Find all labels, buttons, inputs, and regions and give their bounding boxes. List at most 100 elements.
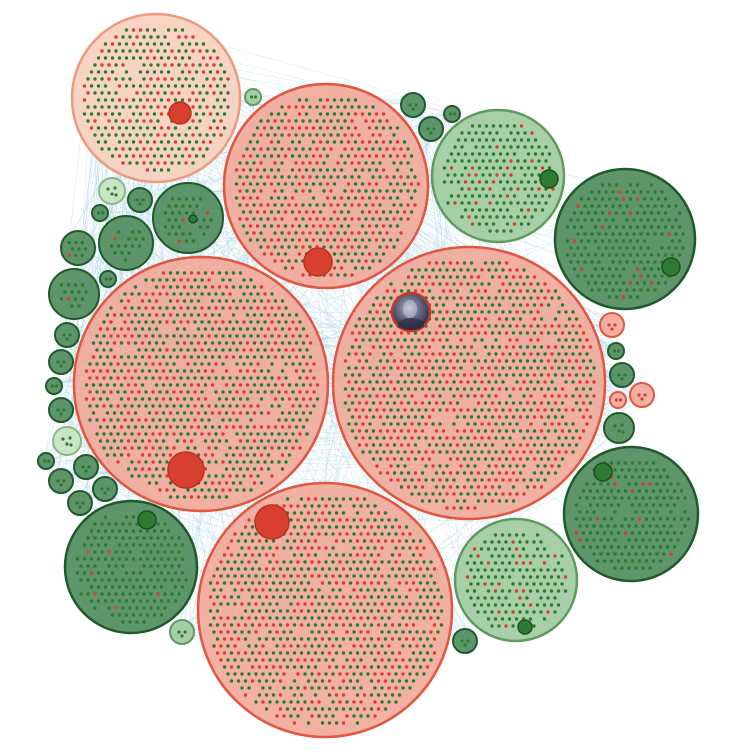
node[interactable] bbox=[208, 84, 213, 88]
node[interactable] bbox=[138, 42, 143, 46]
node[interactable] bbox=[571, 394, 575, 398]
node[interactable] bbox=[280, 439, 285, 443]
node[interactable] bbox=[226, 560, 230, 564]
node[interactable] bbox=[287, 119, 291, 123]
node[interactable] bbox=[491, 166, 496, 170]
node[interactable] bbox=[392, 429, 397, 433]
node[interactable] bbox=[495, 159, 499, 163]
node[interactable] bbox=[158, 278, 162, 282]
node[interactable] bbox=[142, 63, 146, 67]
node[interactable] bbox=[228, 292, 232, 296]
node[interactable] bbox=[362, 581, 367, 585]
node[interactable] bbox=[473, 464, 477, 468]
node[interactable] bbox=[420, 401, 425, 405]
node[interactable] bbox=[205, 133, 209, 137]
node[interactable] bbox=[114, 35, 118, 39]
node[interactable] bbox=[207, 404, 211, 408]
node[interactable] bbox=[389, 380, 393, 384]
node[interactable] bbox=[470, 152, 475, 156]
node[interactable] bbox=[448, 373, 453, 377]
node[interactable] bbox=[252, 313, 257, 317]
node[interactable] bbox=[553, 554, 557, 558]
node[interactable] bbox=[646, 232, 650, 236]
node[interactable] bbox=[175, 285, 180, 289]
node[interactable] bbox=[257, 651, 262, 655]
node[interactable] bbox=[208, 609, 213, 613]
node[interactable] bbox=[387, 532, 391, 536]
node[interactable] bbox=[518, 373, 523, 377]
node[interactable] bbox=[641, 538, 645, 542]
node[interactable] bbox=[525, 359, 530, 363]
node[interactable] bbox=[334, 609, 339, 613]
node[interactable] bbox=[179, 306, 183, 310]
node[interactable] bbox=[334, 707, 339, 711]
node[interactable] bbox=[424, 282, 428, 286]
node[interactable] bbox=[390, 567, 395, 571]
node[interactable] bbox=[102, 390, 106, 394]
node[interactable] bbox=[592, 394, 596, 398]
node[interactable] bbox=[424, 436, 428, 440]
node[interactable] bbox=[360, 224, 365, 228]
node[interactable] bbox=[399, 359, 404, 363]
node[interactable] bbox=[585, 510, 589, 514]
node[interactable] bbox=[245, 299, 250, 303]
node[interactable] bbox=[557, 338, 561, 342]
node[interactable] bbox=[642, 253, 647, 257]
node[interactable] bbox=[276, 182, 281, 186]
node[interactable] bbox=[634, 510, 638, 514]
node[interactable] bbox=[151, 404, 155, 408]
node[interactable] bbox=[532, 359, 537, 363]
node[interactable] bbox=[107, 49, 111, 53]
node[interactable] bbox=[672, 503, 677, 507]
node[interactable] bbox=[459, 352, 463, 356]
node[interactable] bbox=[508, 422, 512, 426]
node[interactable] bbox=[388, 196, 393, 200]
node[interactable] bbox=[324, 644, 328, 648]
node[interactable] bbox=[505, 166, 510, 170]
node[interactable] bbox=[581, 415, 586, 419]
node[interactable] bbox=[215, 98, 220, 102]
node[interactable] bbox=[297, 224, 302, 228]
node[interactable] bbox=[576, 218, 580, 222]
node[interactable] bbox=[317, 672, 321, 676]
node[interactable] bbox=[420, 457, 425, 461]
node[interactable] bbox=[606, 552, 610, 556]
node[interactable] bbox=[236, 665, 241, 669]
node[interactable] bbox=[317, 644, 321, 648]
node[interactable] bbox=[332, 224, 337, 228]
node[interactable] bbox=[649, 211, 654, 215]
node[interactable] bbox=[383, 525, 388, 529]
node[interactable] bbox=[380, 700, 384, 704]
node[interactable] bbox=[462, 499, 467, 503]
node[interactable] bbox=[196, 495, 201, 499]
node[interactable] bbox=[389, 394, 393, 398]
node[interactable] bbox=[292, 525, 297, 529]
node[interactable] bbox=[303, 616, 307, 620]
node[interactable] bbox=[354, 436, 358, 440]
node[interactable] bbox=[196, 341, 201, 345]
node[interactable] bbox=[627, 538, 631, 542]
node[interactable] bbox=[238, 411, 243, 415]
node[interactable] bbox=[273, 189, 277, 193]
node[interactable] bbox=[448, 485, 453, 489]
node[interactable] bbox=[406, 217, 410, 221]
node[interactable] bbox=[352, 616, 356, 620]
node[interactable] bbox=[357, 373, 362, 377]
node[interactable] bbox=[387, 518, 391, 522]
node[interactable] bbox=[364, 119, 368, 123]
node[interactable] bbox=[126, 299, 131, 303]
node[interactable] bbox=[376, 511, 381, 515]
node[interactable] bbox=[655, 552, 659, 556]
node[interactable] bbox=[165, 446, 169, 450]
node[interactable] bbox=[511, 443, 516, 447]
node[interactable] bbox=[395, 196, 400, 200]
node[interactable] bbox=[488, 215, 492, 219]
node[interactable] bbox=[256, 460, 260, 464]
node[interactable] bbox=[149, 77, 153, 81]
node[interactable] bbox=[299, 581, 304, 585]
node[interactable] bbox=[415, 588, 419, 592]
node[interactable] bbox=[373, 518, 377, 522]
node[interactable] bbox=[158, 474, 162, 478]
node[interactable] bbox=[252, 217, 256, 221]
node[interactable] bbox=[469, 387, 474, 391]
